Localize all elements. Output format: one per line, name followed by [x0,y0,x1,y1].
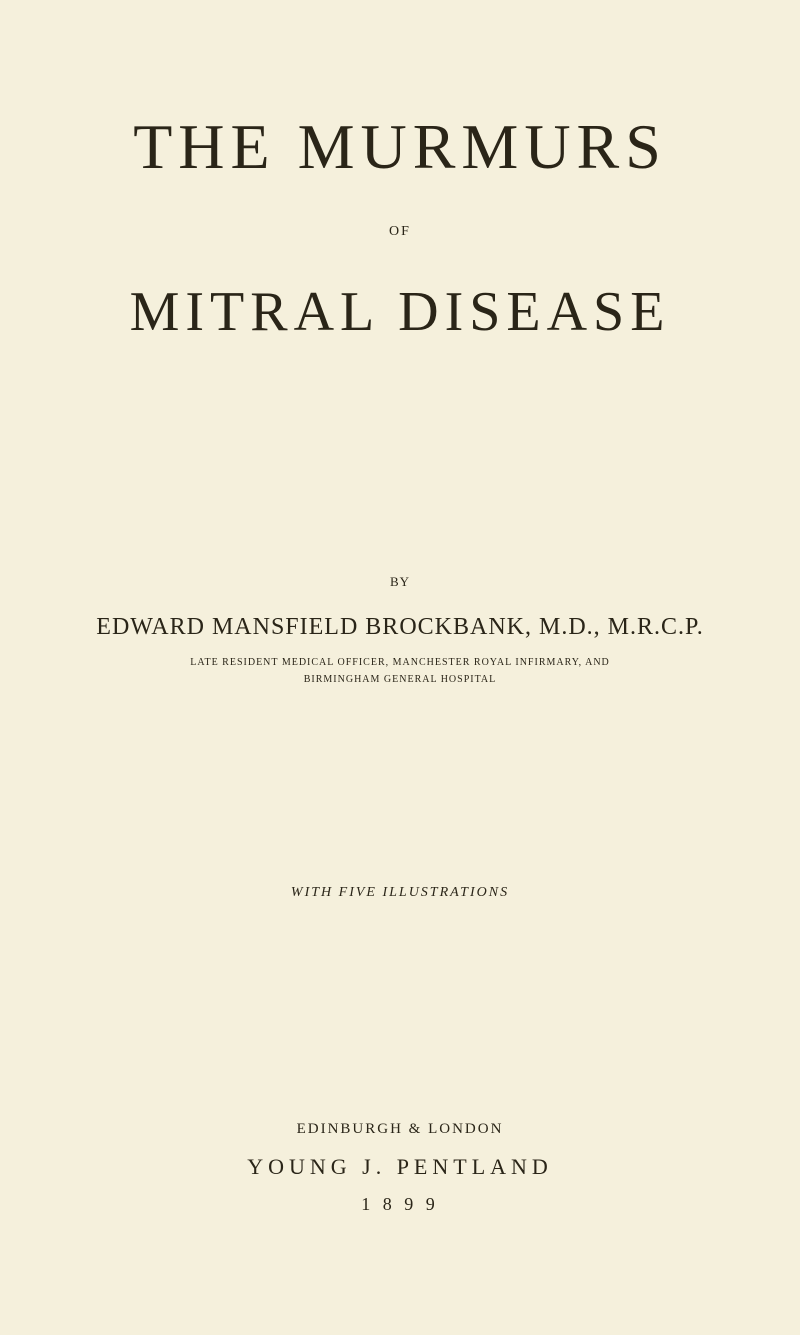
author-name: EDWARD MANSFIELD BROCKBANK, M.D., M.R.C.… [96,614,703,641]
main-title: THE MURMURS [133,110,667,184]
by-label: BY [390,574,410,590]
title-page: THE MURMURS OF MITRAL DISEASE BY EDWARD … [0,0,800,1335]
connector-text: OF [389,224,411,240]
subtitle: MITRAL DISEASE [130,280,671,344]
publisher-cities: EDINBURGH & LONDON [297,1121,504,1138]
publication-year: 1 8 9 9 [361,1194,439,1215]
illustrations-note: WITH FIVE ILLUSTRATIONS [291,885,509,901]
author-credentials-line2: BIRMINGHAM GENERAL HOSPITAL [304,674,497,685]
publisher-name: YOUNG J. PENTLAND [247,1154,553,1180]
author-credentials-line1: LATE RESIDENT MEDICAL OFFICER, MANCHESTE… [190,657,610,668]
